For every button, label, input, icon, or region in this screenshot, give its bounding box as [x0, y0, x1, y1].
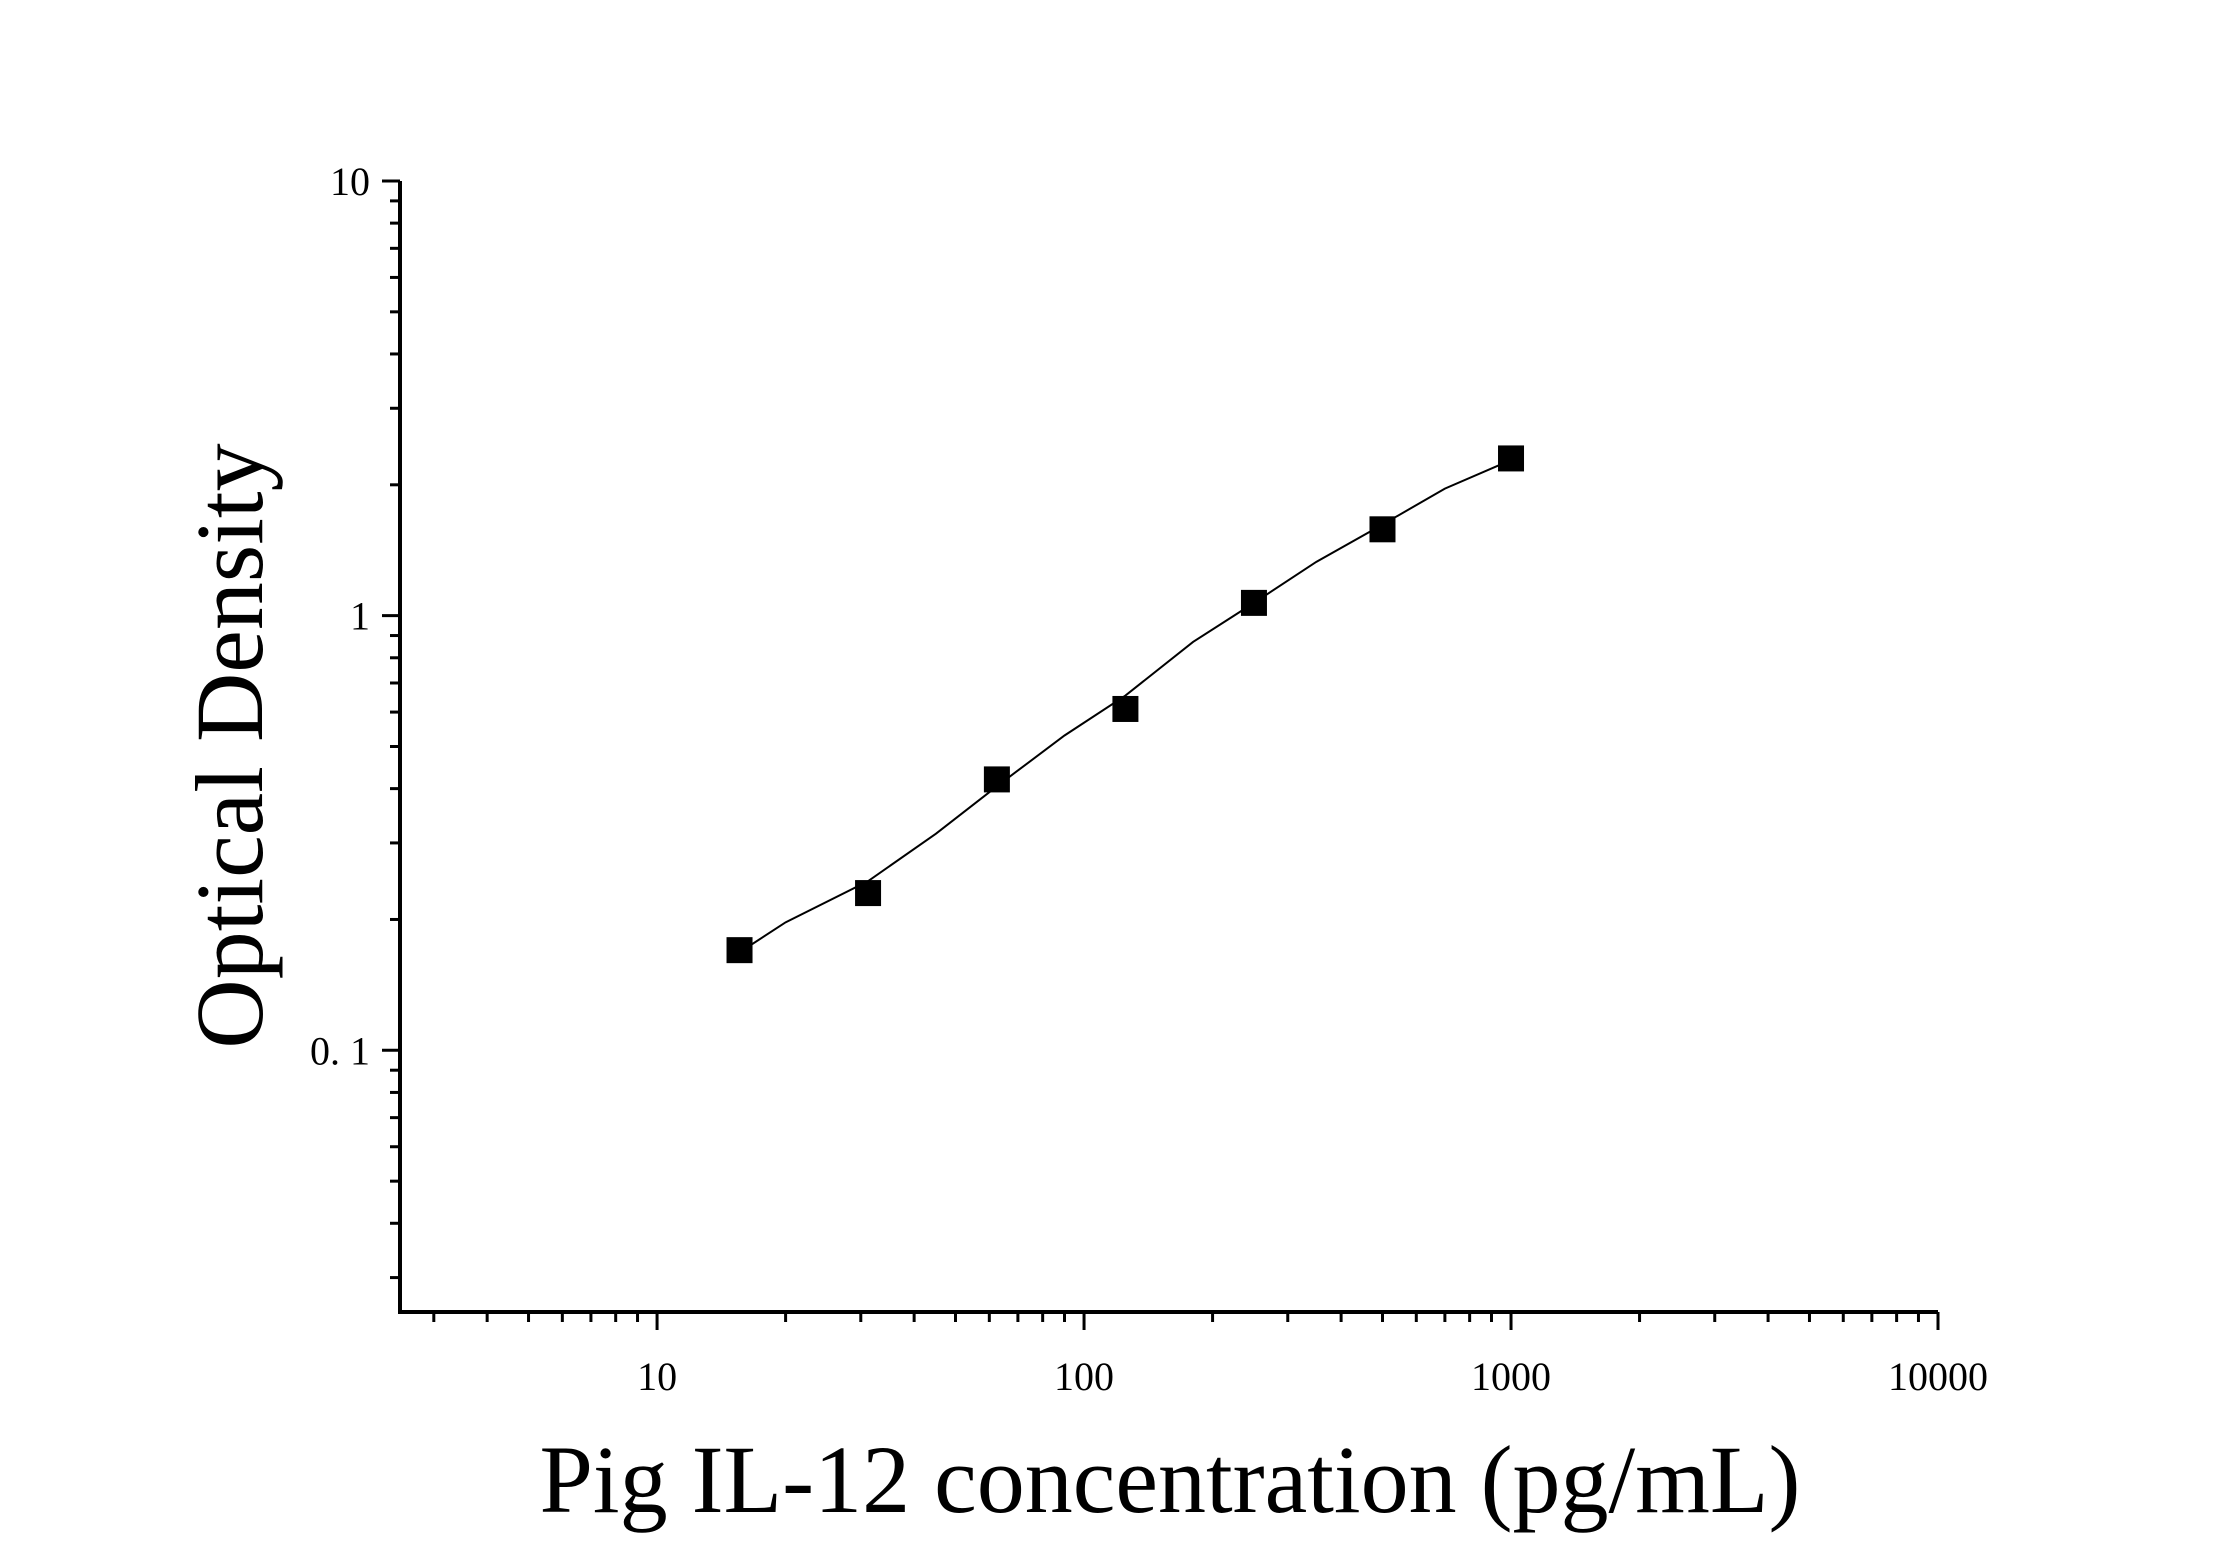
x-tick-label: 1000	[1471, 1354, 1551, 1399]
x-axis-title: Pig IL-12 concentration (pg/mL)	[540, 1426, 1801, 1533]
data-point	[1240, 589, 1267, 616]
data-point	[1112, 695, 1139, 722]
tick-labels: 10 100 1000 10000 0. 1 1 10	[310, 159, 1988, 1399]
y-tick-label: 1	[350, 594, 370, 639]
data-points-layer	[726, 445, 1525, 964]
axes	[398, 181, 1938, 1314]
x-tick-label: 10	[637, 1354, 677, 1399]
axis-ticks	[382, 179, 1940, 1330]
data-point	[855, 880, 882, 907]
y-axis-title: Optical Density	[176, 443, 283, 1048]
y-tick-label: 10	[330, 159, 370, 204]
y-tick-label: 0. 1	[310, 1028, 370, 1073]
data-point	[983, 766, 1010, 793]
x-tick-label: 10000	[1888, 1354, 1988, 1399]
data-point	[1369, 516, 1396, 543]
x-tick-label: 100	[1054, 1354, 1114, 1399]
data-point	[726, 937, 753, 964]
data-point	[1498, 445, 1525, 472]
